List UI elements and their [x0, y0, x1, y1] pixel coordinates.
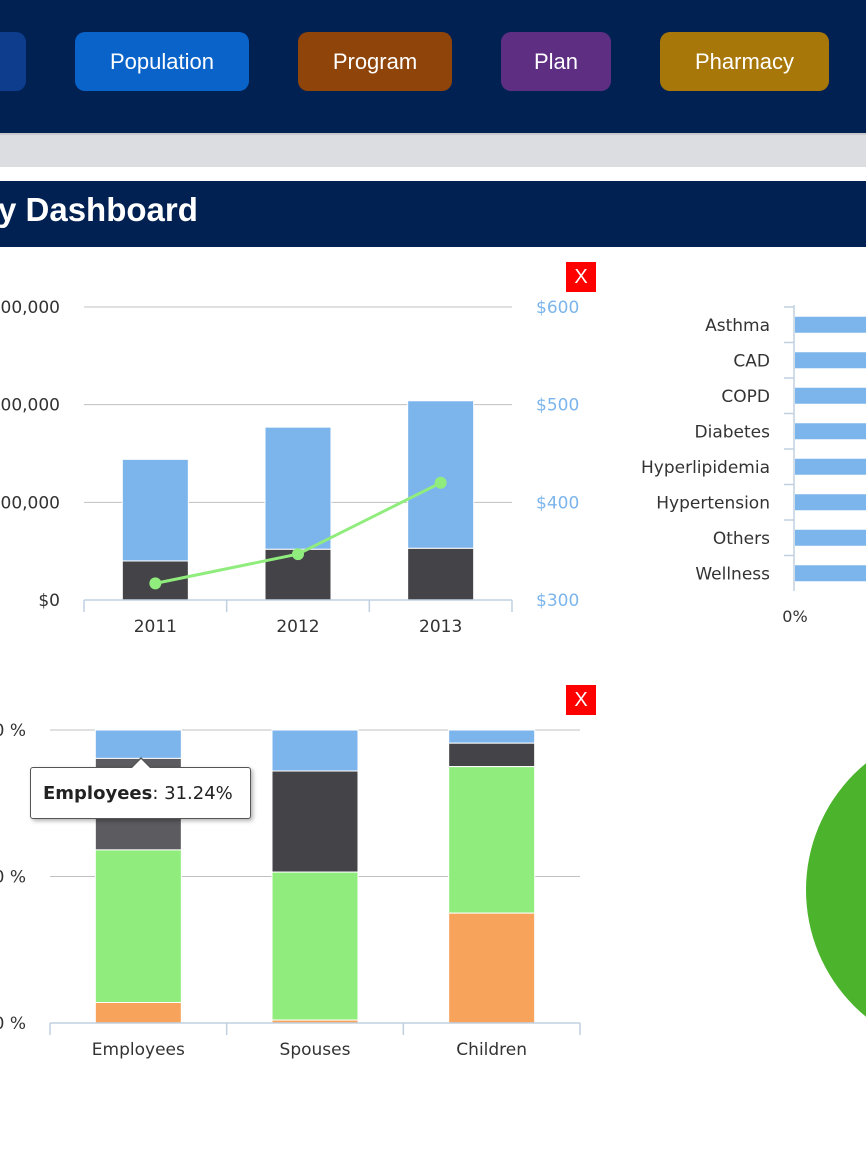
- bar-segment[interactable]: [407, 547, 475, 601]
- close-chart-members-button[interactable]: X: [566, 685, 596, 715]
- page-title: y Dashboard: [0, 191, 198, 228]
- y-tick-label: 0 %: [0, 721, 26, 741]
- y-tick-label-right: $300: [536, 591, 579, 611]
- stacked-bar-segment[interactable]: [271, 770, 359, 873]
- condition-bar[interactable]: [795, 529, 866, 546]
- stacked-bar-segment[interactable]: [448, 742, 536, 768]
- tooltip-separator: :: [152, 782, 165, 804]
- condition-label: Others: [713, 529, 770, 549]
- condition-bar[interactable]: [795, 316, 866, 333]
- pie-chart: [806, 740, 866, 1040]
- x-tick-label: 2011: [134, 617, 177, 637]
- nav-button-partial[interactable]: [0, 32, 26, 91]
- stacked-bar-segment[interactable]: [94, 729, 182, 759]
- chart-tooltip: Employees : 31.24%: [30, 767, 251, 819]
- stacked-bar-segment[interactable]: [448, 729, 536, 744]
- close-chart-cost-button[interactable]: X: [566, 262, 596, 292]
- y-tick-label: 0 %: [0, 1014, 26, 1034]
- condition-label: CAD: [733, 351, 770, 371]
- y-tick-label-left: $0: [38, 591, 60, 611]
- x-tick-label: 2013: [419, 617, 462, 637]
- stacked-bar-segment[interactable]: [94, 849, 182, 1003]
- nav-button-population[interactable]: Population: [75, 32, 249, 91]
- x-tick-label: 2012: [276, 617, 319, 637]
- condition-bar[interactable]: [795, 494, 866, 511]
- nav-button-program[interactable]: Program: [298, 32, 452, 91]
- trend-point[interactable]: [434, 476, 447, 489]
- pie-slice[interactable]: [806, 740, 866, 1040]
- condition-bar[interactable]: [795, 423, 866, 440]
- stacked-bar-segment[interactable]: [271, 871, 359, 1021]
- condition-bar[interactable]: [795, 458, 866, 475]
- condition-bar[interactable]: [795, 387, 866, 404]
- stacked-bar-segment[interactable]: [448, 912, 536, 1024]
- y-tick-label-right: $500: [536, 396, 579, 416]
- y-tick-label-right: $600: [536, 298, 579, 318]
- y-tick-label-left: 00,000: [1, 298, 60, 318]
- x-tick-label: Children: [456, 1040, 527, 1060]
- condition-label: Hyperlipidemia: [641, 458, 770, 478]
- y-tick-label: 0 %: [0, 868, 26, 888]
- trend-point[interactable]: [149, 577, 162, 590]
- title-bar: [0, 181, 866, 247]
- condition-bar[interactable]: [795, 352, 866, 369]
- condition-bar-chart: Asthma CAD COPD Diabetes Hyperlipidemia Hyper…: [641, 305, 866, 626]
- x-tick-label: Spouses: [280, 1040, 351, 1060]
- cost-by-year-chart: 00,000 $600 00,000 $500 00,000 $400 $0 $300 2011…: [1, 298, 580, 637]
- y-tick-label-right: $400: [536, 493, 579, 513]
- y-tick-label-left: 00,000: [1, 493, 60, 513]
- condition-label: Asthma: [705, 316, 770, 336]
- tooltip-value: 31.24%: [164, 782, 233, 804]
- condition-label: Hypertension: [656, 493, 770, 513]
- condition-label: Wellness: [695, 564, 770, 584]
- toolbar-strip: [0, 133, 866, 167]
- x-tick-label: Employees: [92, 1040, 185, 1060]
- nav-button-pharmacy[interactable]: Pharmacy: [660, 32, 829, 91]
- bar-segment[interactable]: [264, 426, 332, 550]
- condition-label: Diabetes: [695, 422, 771, 442]
- stacked-bar-segment[interactable]: [94, 1001, 182, 1024]
- condition-bar[interactable]: [795, 565, 866, 582]
- stacked-bar-segment[interactable]: [271, 729, 359, 772]
- bar-segment[interactable]: [407, 400, 475, 549]
- nav-button-plan[interactable]: Plan: [501, 32, 611, 91]
- tooltip-arrow-inner: [132, 759, 150, 768]
- y-tick-label-left: 00,000: [1, 396, 60, 416]
- bar-segment[interactable]: [121, 458, 189, 562]
- stacked-bar-segment[interactable]: [448, 766, 536, 914]
- x-tick-label: 0%: [782, 607, 807, 626]
- trend-point[interactable]: [292, 548, 304, 561]
- condition-label: COPD: [721, 387, 770, 407]
- tooltip-series: Employees: [43, 782, 153, 804]
